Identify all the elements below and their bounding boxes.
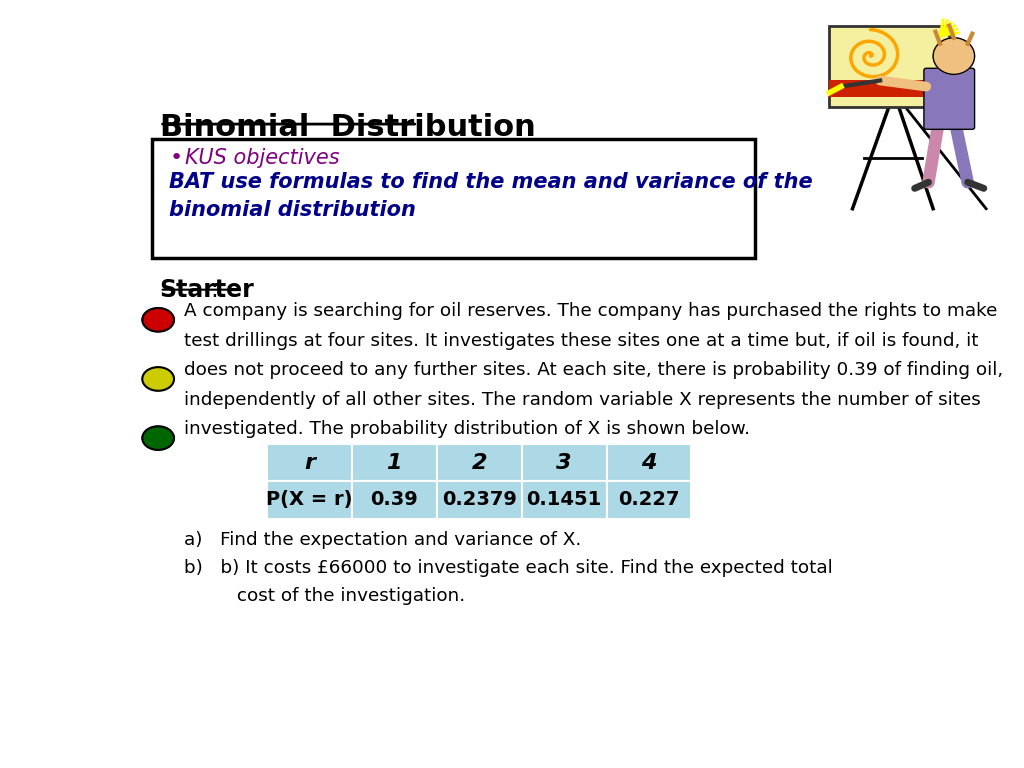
Text: A company is searching for oil reserves. The company has purchased the rights to: A company is searching for oil reserves.… bbox=[183, 302, 997, 320]
Text: Binomial  Distribution: Binomial Distribution bbox=[160, 113, 536, 142]
FancyBboxPatch shape bbox=[267, 482, 352, 518]
Text: 0.1451: 0.1451 bbox=[526, 491, 602, 509]
Text: :: : bbox=[210, 279, 218, 303]
Circle shape bbox=[142, 426, 174, 450]
FancyBboxPatch shape bbox=[521, 482, 606, 518]
Text: r: r bbox=[304, 452, 314, 472]
Text: 2: 2 bbox=[471, 452, 487, 472]
FancyBboxPatch shape bbox=[829, 25, 949, 107]
Circle shape bbox=[142, 367, 174, 391]
Text: cost of the investigation.: cost of the investigation. bbox=[183, 587, 465, 605]
Text: 0.39: 0.39 bbox=[371, 491, 418, 509]
Text: independently of all other sites. The random variable X represents the number of: independently of all other sites. The ra… bbox=[183, 391, 980, 409]
Text: •: • bbox=[169, 148, 182, 168]
Circle shape bbox=[142, 308, 174, 332]
Text: test drillings at four sites. It investigates these sites one at a time but, if : test drillings at four sites. It investi… bbox=[183, 332, 978, 349]
Text: KUS objectives: KUS objectives bbox=[185, 148, 340, 168]
FancyBboxPatch shape bbox=[606, 482, 691, 518]
FancyBboxPatch shape bbox=[436, 482, 521, 518]
Text: 3: 3 bbox=[556, 452, 571, 472]
Circle shape bbox=[933, 38, 975, 74]
FancyBboxPatch shape bbox=[829, 81, 949, 97]
Text: 0.227: 0.227 bbox=[618, 491, 680, 509]
Text: investigated. The probability distribution of X is shown below.: investigated. The probability distributi… bbox=[183, 420, 750, 439]
Text: BAT use formulas to find the mean and variance of the
binomial distribution: BAT use formulas to find the mean and va… bbox=[169, 172, 813, 220]
FancyBboxPatch shape bbox=[152, 140, 755, 258]
Text: Starter: Starter bbox=[160, 279, 255, 303]
Text: does not proceed to any further sites. At each site, there is probability 0.39 o: does not proceed to any further sites. A… bbox=[183, 361, 1002, 379]
FancyBboxPatch shape bbox=[352, 482, 436, 518]
FancyBboxPatch shape bbox=[521, 444, 606, 482]
Text: P(X = r): P(X = r) bbox=[266, 491, 352, 509]
FancyBboxPatch shape bbox=[924, 68, 975, 129]
Text: b)   b) It costs £66000 to investigate each site. Find the expected total: b) b) It costs £66000 to investigate eac… bbox=[183, 559, 833, 578]
FancyBboxPatch shape bbox=[352, 444, 436, 482]
Text: a)   Find the expectation and variance of X.: a) Find the expectation and variance of … bbox=[183, 531, 581, 549]
FancyBboxPatch shape bbox=[267, 444, 352, 482]
Text: 0.2379: 0.2379 bbox=[441, 491, 516, 509]
Text: 4: 4 bbox=[641, 452, 656, 472]
FancyBboxPatch shape bbox=[606, 444, 691, 482]
FancyBboxPatch shape bbox=[436, 444, 521, 482]
Text: 1: 1 bbox=[386, 452, 402, 472]
